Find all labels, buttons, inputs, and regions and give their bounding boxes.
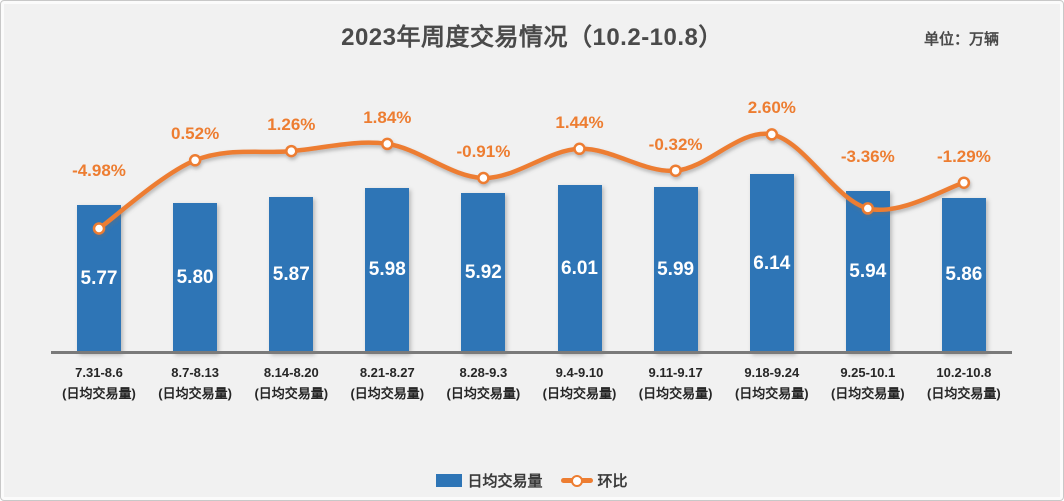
x-axis-label-range: 8.21-8.27 bbox=[359, 365, 415, 380]
x-axis-label: 9.4-9.10 (日均交易量) bbox=[543, 362, 617, 404]
line-marker bbox=[477, 171, 490, 185]
line-marker bbox=[765, 128, 779, 141]
x-axis-label: 9.18-9.24 (日均交易量) bbox=[735, 362, 809, 404]
x-axis-label-sub: (日均交易量) bbox=[254, 386, 329, 401]
x-axis-label: 8.21-8.27 (日均交易量) bbox=[350, 362, 424, 404]
pct-label: -1.29% bbox=[936, 146, 991, 166]
x-axis-label: 7.31-8.6 (日均交易量) bbox=[62, 362, 136, 404]
line-marker bbox=[957, 176, 971, 189]
x-axis-label: 10.2-10.8 (日均交易量) bbox=[927, 362, 1001, 404]
x-axis-label-range: 8.7-8.13 bbox=[171, 365, 219, 380]
line-path bbox=[96, 131, 967, 231]
chart-title: 2023年周度交易情况（10.2-10.8） bbox=[341, 24, 723, 51]
x-axis-label: 8.14-8.20 (日均交易量) bbox=[254, 362, 328, 404]
bar: 5.77 bbox=[77, 205, 121, 353]
bar-value-label: 5.99 bbox=[657, 258, 695, 280]
pct-label: 2.60% bbox=[747, 98, 796, 118]
x-axis-label-range: 7.31-8.6 bbox=[75, 365, 123, 380]
bar: 5.80 bbox=[173, 202, 218, 353]
bar-value-label: 5.80 bbox=[176, 266, 214, 288]
bar: 5.94 bbox=[845, 191, 890, 353]
x-axis-label: 8.7-8.13 (日均交易量) bbox=[158, 362, 232, 404]
x-axis-label-sub: (日均交易量) bbox=[62, 386, 136, 401]
pct-label: 1.26% bbox=[267, 115, 316, 135]
x-axis-label-range: 8.28-9.3 bbox=[459, 365, 508, 380]
x-axis-label-sub: (日均交易量) bbox=[542, 386, 617, 401]
line-marker bbox=[669, 164, 682, 177]
x-axis-label-range: 8.14-8.20 bbox=[263, 365, 319, 380]
bar: 5.86 bbox=[941, 197, 986, 353]
x-axis-line bbox=[51, 351, 1012, 354]
bar-value-label: 5.92 bbox=[464, 261, 502, 283]
bar-swatch-icon bbox=[436, 474, 463, 487]
pct-label: 1.84% bbox=[363, 107, 412, 127]
bar: 5.99 bbox=[653, 186, 698, 353]
line-marker bbox=[285, 144, 298, 158]
x-axis-label-range: 9.18-9.24 bbox=[744, 365, 800, 380]
line-marker bbox=[188, 154, 202, 167]
line-marker bbox=[381, 137, 394, 151]
x-axis-label-range: 9.25-10.1 bbox=[840, 365, 896, 380]
legend-item-bar: 日均交易量 bbox=[436, 470, 543, 491]
legend: 日均交易量 环比 bbox=[1, 470, 1063, 491]
bar-value-label: 5.86 bbox=[945, 264, 983, 286]
bar-value-label: 5.77 bbox=[80, 268, 118, 290]
pct-label: -4.98% bbox=[72, 161, 126, 181]
legend-line-label: 环比 bbox=[597, 473, 628, 490]
line-marker-icon bbox=[570, 474, 583, 487]
pct-label: -3.36% bbox=[840, 147, 895, 166]
pct-label: -0.91% bbox=[456, 142, 511, 161]
pct-label: 1.44% bbox=[555, 112, 604, 132]
x-axis-label: 9.25-10.1 (日均交易量) bbox=[831, 362, 905, 404]
legend-bar-label: 日均交易量 bbox=[467, 473, 543, 490]
bar-value-label: 5.98 bbox=[368, 259, 406, 281]
bar: 5.98 bbox=[365, 187, 410, 353]
unit-label: 单位：万辆 bbox=[923, 31, 999, 48]
line-marker bbox=[573, 142, 586, 156]
x-axis-label-range: 10.2-10.8 bbox=[936, 365, 992, 380]
legend-item-line: 环比 bbox=[560, 470, 628, 491]
x-axis-label-sub: (日均交易量) bbox=[638, 386, 713, 401]
x-axis-label: 9.11-9.17 (日均交易量) bbox=[639, 362, 713, 404]
x-axis-label-range: 9.4-9.10 bbox=[555, 365, 604, 380]
x-axis-label-sub: (日均交易量) bbox=[927, 386, 1001, 401]
bar: 5.87 bbox=[269, 196, 314, 353]
pct-label: -0.32% bbox=[648, 134, 703, 154]
bar-value-label: 6.01 bbox=[561, 258, 598, 280]
line-swatch-icon bbox=[560, 474, 593, 487]
bar-value-label: 5.87 bbox=[272, 263, 310, 285]
x-axis-label-sub: (日均交易量) bbox=[158, 386, 232, 401]
bar-value-label: 6.14 bbox=[753, 252, 791, 274]
x-axis-label-range: 9.11-9.17 bbox=[648, 365, 703, 380]
x-axis-label: 8.28-9.3 (日均交易量) bbox=[447, 362, 521, 404]
bar-value-label: 5.94 bbox=[849, 261, 887, 282]
x-axis-label-sub: (日均交易量) bbox=[734, 386, 809, 401]
x-axis-label-sub: (日均交易量) bbox=[446, 386, 521, 401]
x-axis-label-sub: (日均交易量) bbox=[350, 386, 425, 401]
x-axis-label-sub: (日均交易量) bbox=[830, 386, 905, 401]
bar: 5.92 bbox=[461, 192, 506, 353]
bar: 6.14 bbox=[749, 174, 794, 353]
pct-label: 0.52% bbox=[170, 124, 220, 144]
bar: 6.01 bbox=[557, 185, 602, 353]
